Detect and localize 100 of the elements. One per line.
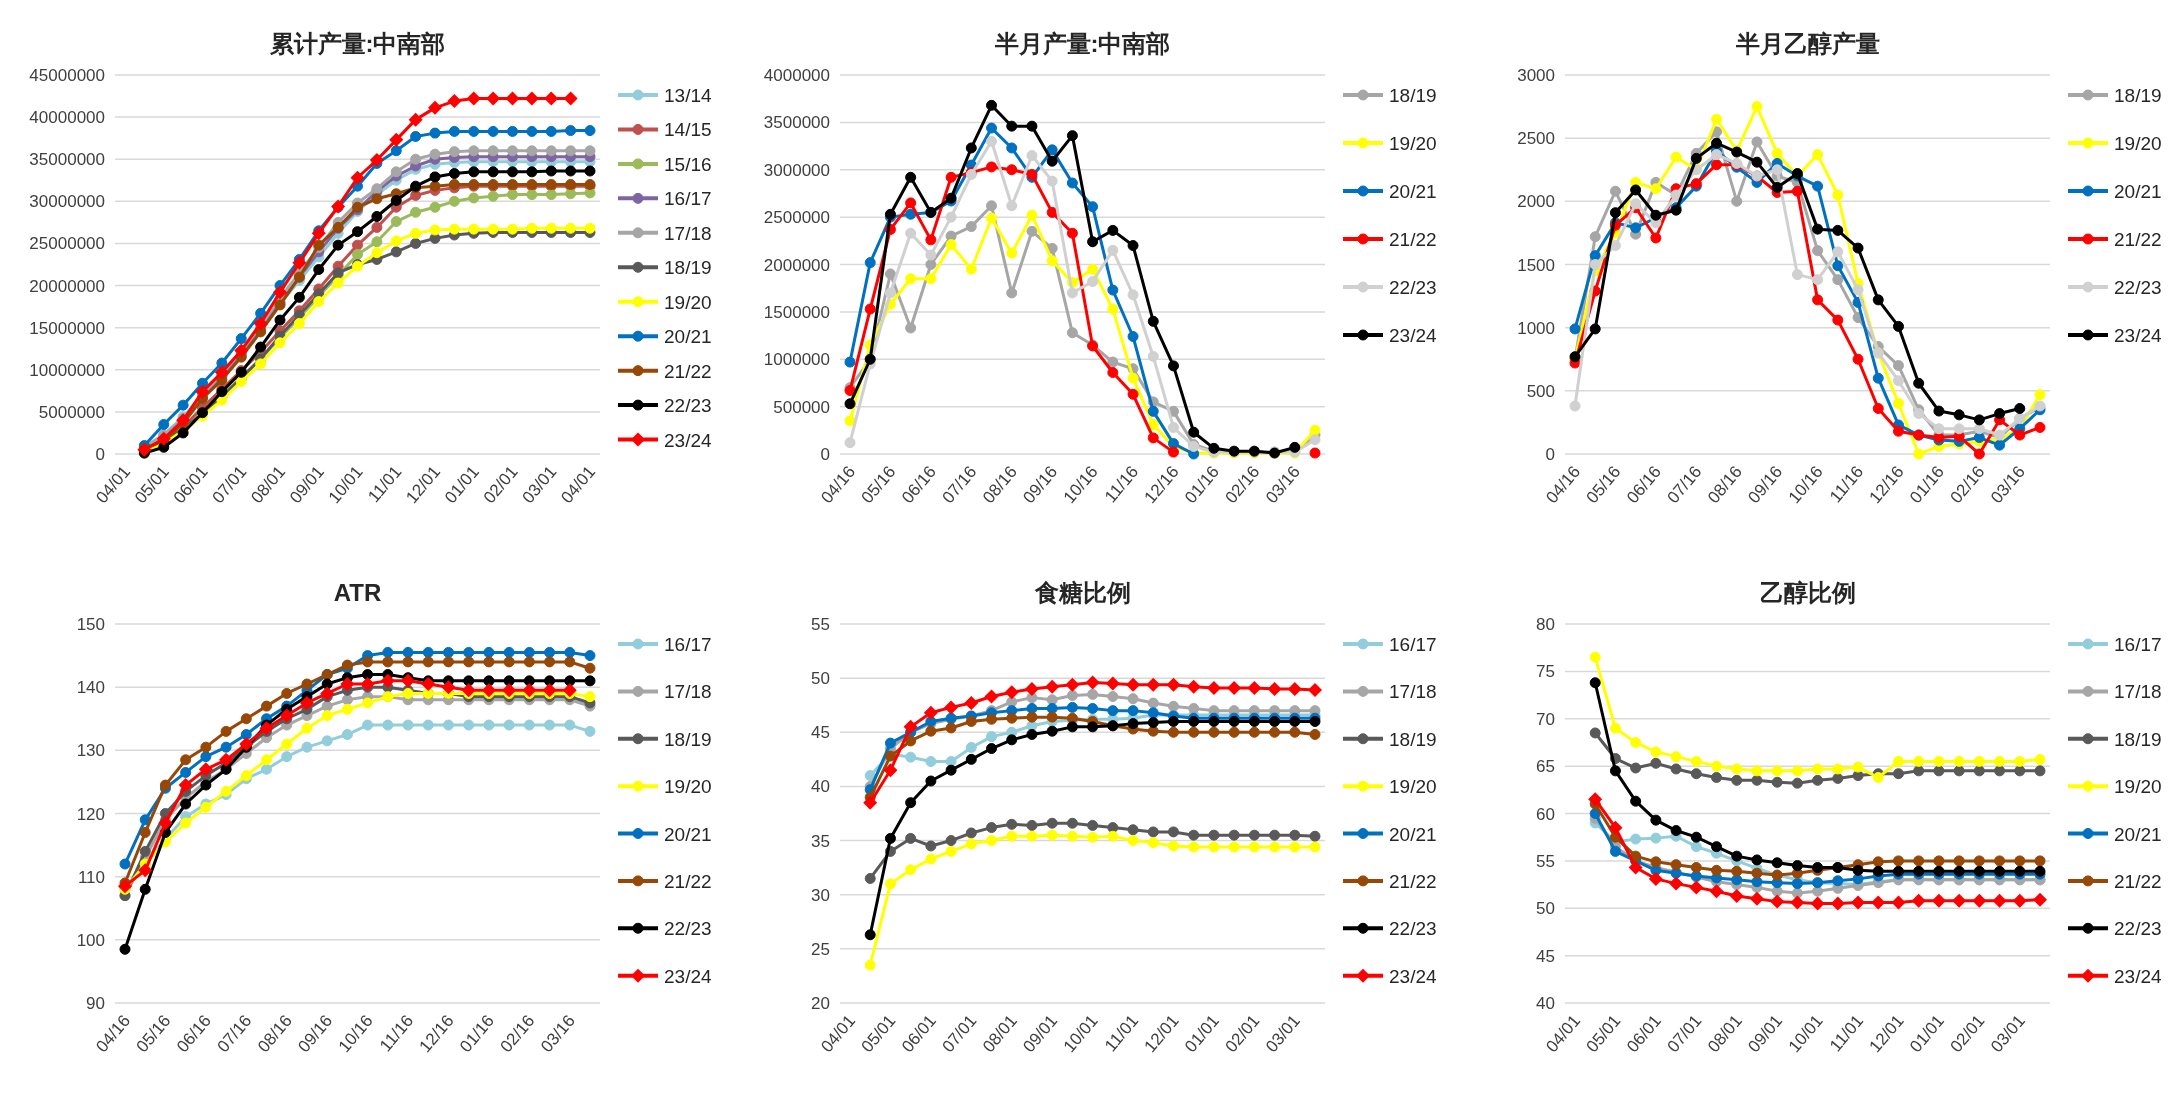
y-tick-label: 5000000 — [38, 402, 105, 422]
legend-label: 19/20 — [1389, 776, 1437, 798]
y-tick-label: 2000 — [1517, 192, 1555, 212]
y-tick-label: 2500 — [1517, 129, 1555, 149]
legend-label: 17/18 — [664, 681, 712, 703]
legend-label: 19/20 — [664, 776, 712, 798]
legend-label: 22/23 — [2114, 918, 2162, 940]
y-tick-label: 10000000 — [29, 360, 105, 380]
y-tick-label: 2000000 — [763, 255, 830, 275]
y-tick-label: 4000000 — [763, 66, 830, 85]
chart-title: ATR — [333, 579, 382, 606]
legend-label: 20/21 — [2114, 823, 2162, 845]
legend-label: 17/18 — [2114, 681, 2162, 703]
legend-label: 13/14 — [664, 85, 712, 106]
y-tick-label: 55 — [811, 615, 830, 634]
legend-label: 19/20 — [1389, 133, 1437, 154]
y-tick-label: 45000000 — [29, 66, 105, 85]
legend-label: 23/24 — [2114, 965, 2162, 987]
y-tick-label: 75 — [1536, 662, 1555, 682]
y-tick-label: 65 — [1536, 757, 1555, 777]
y-tick-label: 1000000 — [763, 350, 830, 370]
y-tick-label: 30000000 — [29, 192, 105, 212]
y-tick-label: 500 — [1526, 381, 1555, 401]
y-tick-label: 100 — [76, 930, 105, 950]
y-tick-label: 500000 — [773, 397, 830, 417]
legend-label: 21/22 — [664, 360, 712, 382]
legend-label: 20/21 — [1389, 823, 1437, 845]
y-tick-label: 80 — [1536, 615, 1555, 634]
legend-label: 15/16 — [664, 153, 712, 175]
legend-label: 20/21 — [664, 823, 712, 845]
legend-label: 22/23 — [664, 918, 712, 940]
y-tick-label: 15000000 — [29, 318, 105, 338]
legend-label: 20/21 — [664, 326, 712, 348]
y-tick-label: 0 — [95, 445, 105, 464]
legend-label: 23/24 — [1389, 325, 1437, 346]
y-tick-label: 120 — [76, 804, 105, 824]
y-tick-label: 35 — [811, 831, 830, 851]
legend-label: 22/23 — [664, 395, 712, 417]
legend-label: 22/23 — [1389, 277, 1437, 298]
legend-label: 23/24 — [1389, 965, 1437, 987]
legend-label: 21/22 — [2114, 870, 2162, 892]
y-tick-label: 110 — [77, 867, 105, 887]
legend-label: 17/18 — [1389, 681, 1437, 703]
y-tick-label: 25000000 — [29, 234, 105, 254]
legend-label: 19/20 — [2114, 133, 2162, 154]
legend-label: 18/19 — [1389, 728, 1437, 750]
legend-label: 21/22 — [1389, 870, 1437, 892]
y-tick-label: 55 — [1536, 851, 1555, 871]
y-tick-label: 1500000 — [763, 302, 830, 322]
chart-title: 半月乙醇产量 — [1734, 30, 1880, 57]
y-tick-label: 20000000 — [29, 276, 105, 296]
y-tick-label: 20 — [811, 994, 830, 1013]
y-tick-label: 50 — [811, 669, 830, 689]
y-tick-label: 90 — [86, 994, 105, 1013]
y-tick-label: 40 — [811, 777, 830, 797]
y-tick-label: 3500000 — [763, 113, 830, 133]
y-tick-label: 0 — [1545, 445, 1555, 464]
legend-label: 18/19 — [2114, 728, 2162, 750]
legend-label: 19/20 — [664, 291, 712, 313]
y-tick-label: 40 — [1536, 994, 1555, 1013]
y-tick-label: 0 — [820, 445, 830, 464]
legend-label: 23/24 — [664, 965, 712, 987]
y-tick-label: 3000000 — [763, 160, 830, 180]
legend-label: 16/17 — [2114, 634, 2162, 655]
y-tick-label: 1000 — [1517, 318, 1555, 338]
legend-label: 21/22 — [1389, 229, 1437, 250]
y-tick-label: 150 — [76, 615, 105, 634]
y-tick-label: 45 — [1536, 946, 1555, 966]
legend-label: 21/22 — [664, 870, 712, 892]
y-tick-label: 70 — [1536, 709, 1555, 729]
chart-title: 半月产量:中南部 — [993, 30, 1171, 57]
legend-label: 14/15 — [664, 119, 712, 141]
legend-label: 23/24 — [664, 429, 712, 451]
legend-label: 22/23 — [2114, 277, 2162, 298]
y-tick-label: 40000000 — [29, 108, 105, 128]
legend-label: 19/20 — [2114, 776, 2162, 798]
chart-title: 食糖比例 — [1033, 579, 1131, 606]
legend-label: 18/19 — [2114, 85, 2162, 106]
y-tick-label: 35000000 — [29, 150, 105, 170]
chart-title: 乙醇比例 — [1759, 579, 1856, 606]
legend-label: 18/19 — [664, 257, 712, 279]
chart-title: 累计产量:中南部 — [268, 30, 446, 57]
legend-label: 20/21 — [2114, 181, 2162, 202]
legend-label: 17/18 — [664, 222, 712, 244]
legend-label: 16/17 — [664, 188, 712, 210]
legend-label: 16/17 — [664, 634, 712, 655]
legend-label: 18/19 — [664, 728, 712, 750]
legend-label: 18/19 — [1389, 85, 1437, 106]
y-tick-label: 1500 — [1517, 255, 1555, 275]
legend-label: 23/24 — [2114, 325, 2162, 346]
y-tick-label: 130 — [76, 741, 105, 761]
y-tick-label: 60 — [1536, 804, 1555, 824]
legend-label: 16/17 — [1389, 634, 1437, 655]
y-tick-label: 50 — [1536, 899, 1555, 919]
y-tick-label: 45 — [811, 723, 830, 743]
y-tick-label: 140 — [76, 678, 105, 698]
y-tick-label: 25 — [811, 939, 830, 959]
legend-label: 20/21 — [1389, 181, 1437, 202]
legend-label: 21/22 — [2114, 229, 2162, 250]
y-tick-label: 2500000 — [763, 208, 830, 228]
